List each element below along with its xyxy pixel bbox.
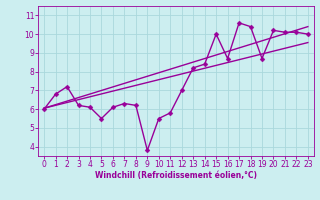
X-axis label: Windchill (Refroidissement éolien,°C): Windchill (Refroidissement éolien,°C) [95,171,257,180]
